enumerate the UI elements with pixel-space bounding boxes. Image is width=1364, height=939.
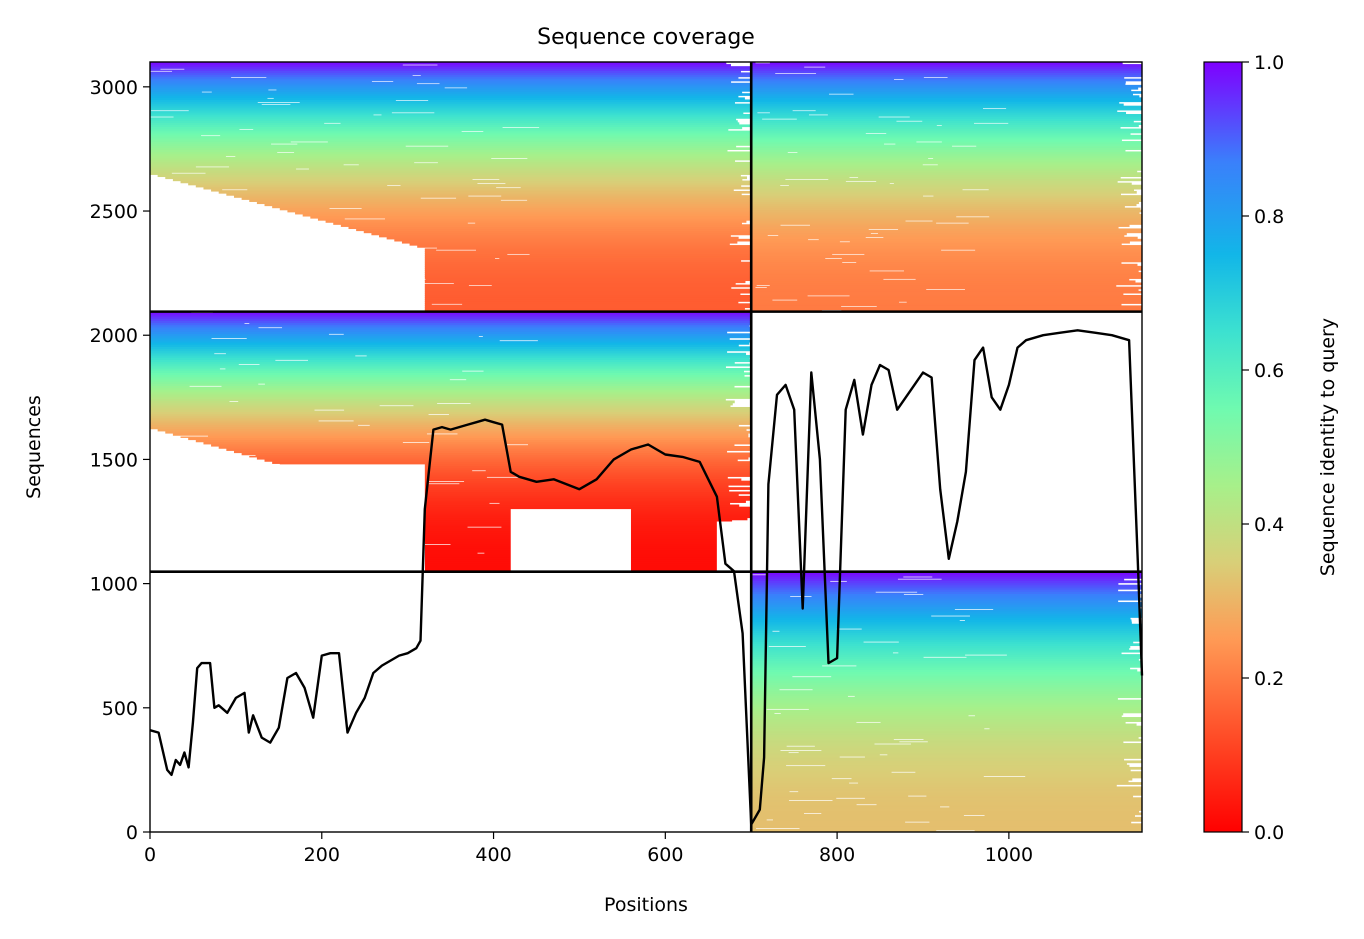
x-tick-label: 200 (304, 844, 340, 866)
block-dividers (150, 62, 1142, 832)
coverage-line (149, 329, 1144, 826)
colorbar (1203, 61, 1243, 833)
y-tick-label: 500 (102, 698, 138, 720)
y-axis-label: Sequences (23, 395, 45, 499)
y-tick-label: 3000 (90, 77, 138, 99)
heatmap-block (751, 62, 1142, 313)
coverage-heatmap (150, 62, 1142, 832)
colorbar-tick-label: 0.4 (1254, 514, 1284, 536)
colorbar-tick-label: 0.8 (1254, 206, 1284, 228)
colorbar-tick-label: 0.2 (1254, 668, 1284, 690)
x-tick-label: 800 (819, 844, 855, 866)
colorbar-label: Sequence identity to query (1317, 318, 1339, 576)
x-axis-label: Positions (604, 894, 688, 916)
y-axis-ticks: 0 500 1000 1500 2000 2500 3000 (90, 77, 150, 844)
heatmap-block (751, 571, 1142, 832)
colorbar-tick-label: 0.6 (1254, 360, 1284, 382)
x-tick-label: 1000 (985, 844, 1033, 866)
y-tick-label: 1000 (90, 574, 138, 596)
heatmap-block (150, 62, 752, 313)
y-tick-label: 2000 (90, 325, 138, 347)
x-tick-label: 600 (647, 844, 683, 866)
y-tick-label: 0 (126, 822, 138, 844)
y-tick-label: 2500 (90, 201, 138, 223)
chart-title: Sequence coverage (537, 25, 755, 50)
colorbar-ticks: 0.0 0.2 0.4 0.6 0.8 1.0 (1242, 52, 1284, 844)
x-tick-label: 0 (144, 844, 156, 866)
x-tick-label: 400 (475, 844, 511, 866)
x-axis-ticks: 0 200 400 600 800 1000 (144, 832, 1033, 866)
colorbar-tick-label: 1.0 (1254, 52, 1284, 74)
colorbar-tick-label: 0.0 (1254, 822, 1284, 844)
plot-frame (149, 61, 1143, 833)
y-tick-label: 1500 (90, 449, 138, 471)
